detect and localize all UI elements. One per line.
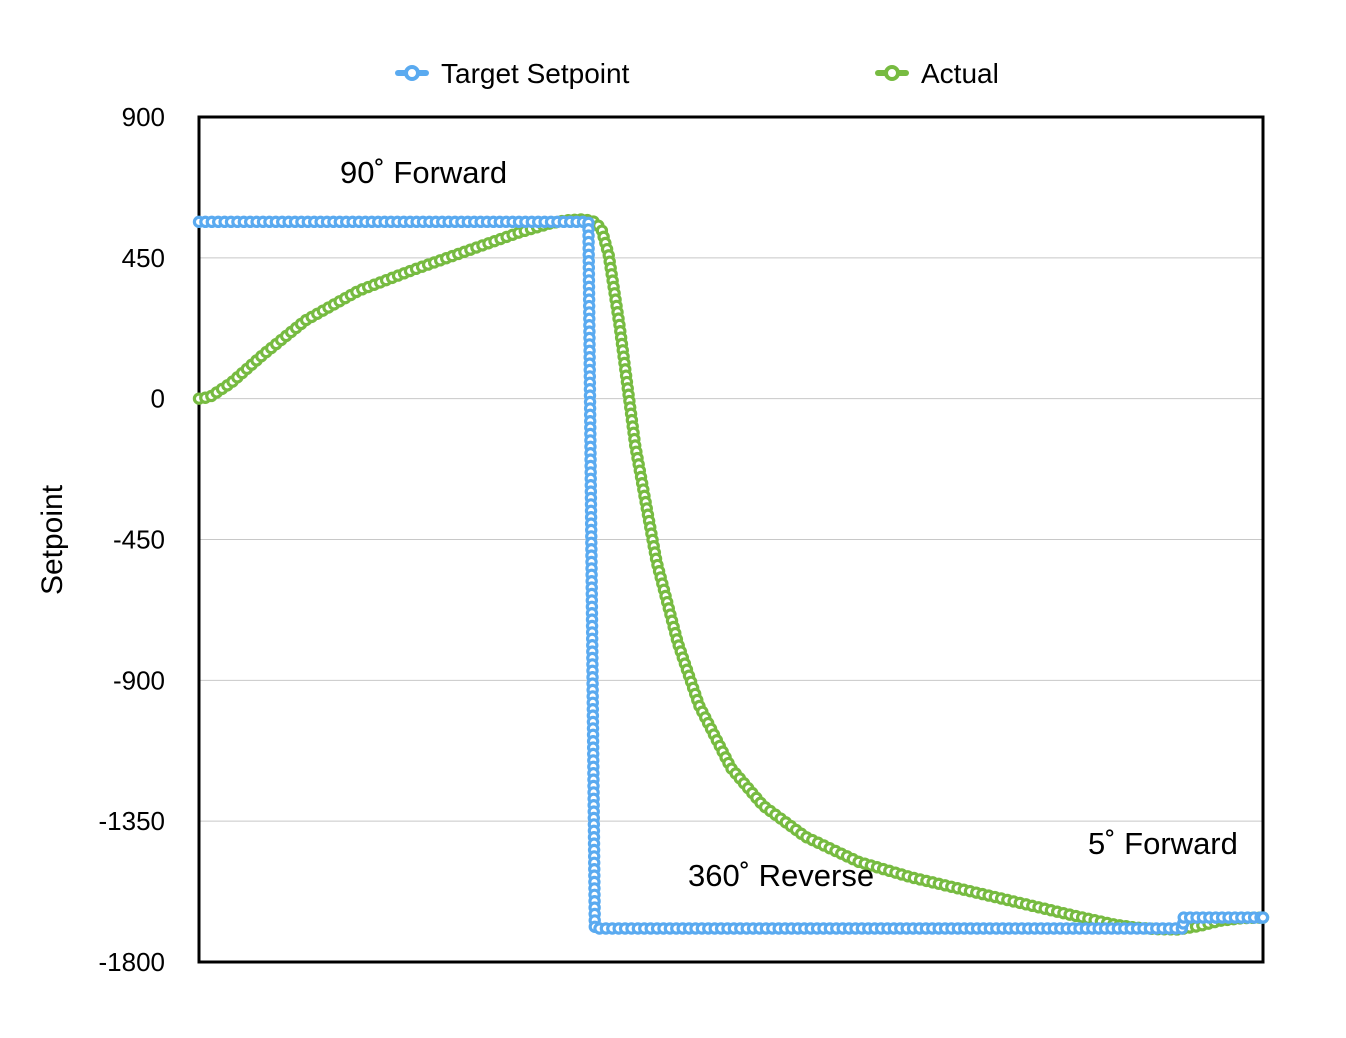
- annotation-360-reverse: 360˚ Reverse: [688, 858, 874, 893]
- series-layer: [192, 213, 1270, 936]
- series-line-actual: [198, 215, 1264, 934]
- y-tick-label: -450: [113, 525, 165, 555]
- y-tick-label: 450: [122, 243, 165, 273]
- y-axis-tick-labels: 900 450 0 -450 -900 -1350 -1800: [99, 102, 166, 977]
- y-tick-label: -1800: [99, 947, 166, 977]
- legend-item-target-setpoint: Target Setpoint: [395, 58, 630, 89]
- legend-label-actual: Actual: [921, 58, 999, 89]
- data-point-target-setpoint: [1256, 911, 1270, 924]
- legend-marker-actual: [884, 65, 900, 81]
- grid-lines: [199, 257, 1263, 822]
- legend-marker-target: [404, 65, 420, 81]
- plot-frame: [197, 115, 1265, 964]
- y-tick-label: 0: [151, 384, 165, 414]
- legend-item-actual: Actual: [875, 58, 999, 89]
- legend-label-target-setpoint: Target Setpoint: [441, 58, 630, 89]
- annotation-90-forward: 90˚ Forward: [340, 155, 507, 190]
- legend: Target Setpoint Actual: [395, 58, 999, 89]
- y-tick-label: -1350: [99, 806, 166, 836]
- y-tick-label: -900: [113, 665, 165, 695]
- y-axis-title: Setpoint: [36, 484, 69, 595]
- y-tick-label: 900: [122, 102, 165, 132]
- series-target-setpoint: [192, 215, 1270, 935]
- annotation-5-forward: 5˚ Forward: [1088, 826, 1238, 861]
- series-actual: [192, 213, 1270, 936]
- series-line-target-setpoint: [199, 217, 1263, 933]
